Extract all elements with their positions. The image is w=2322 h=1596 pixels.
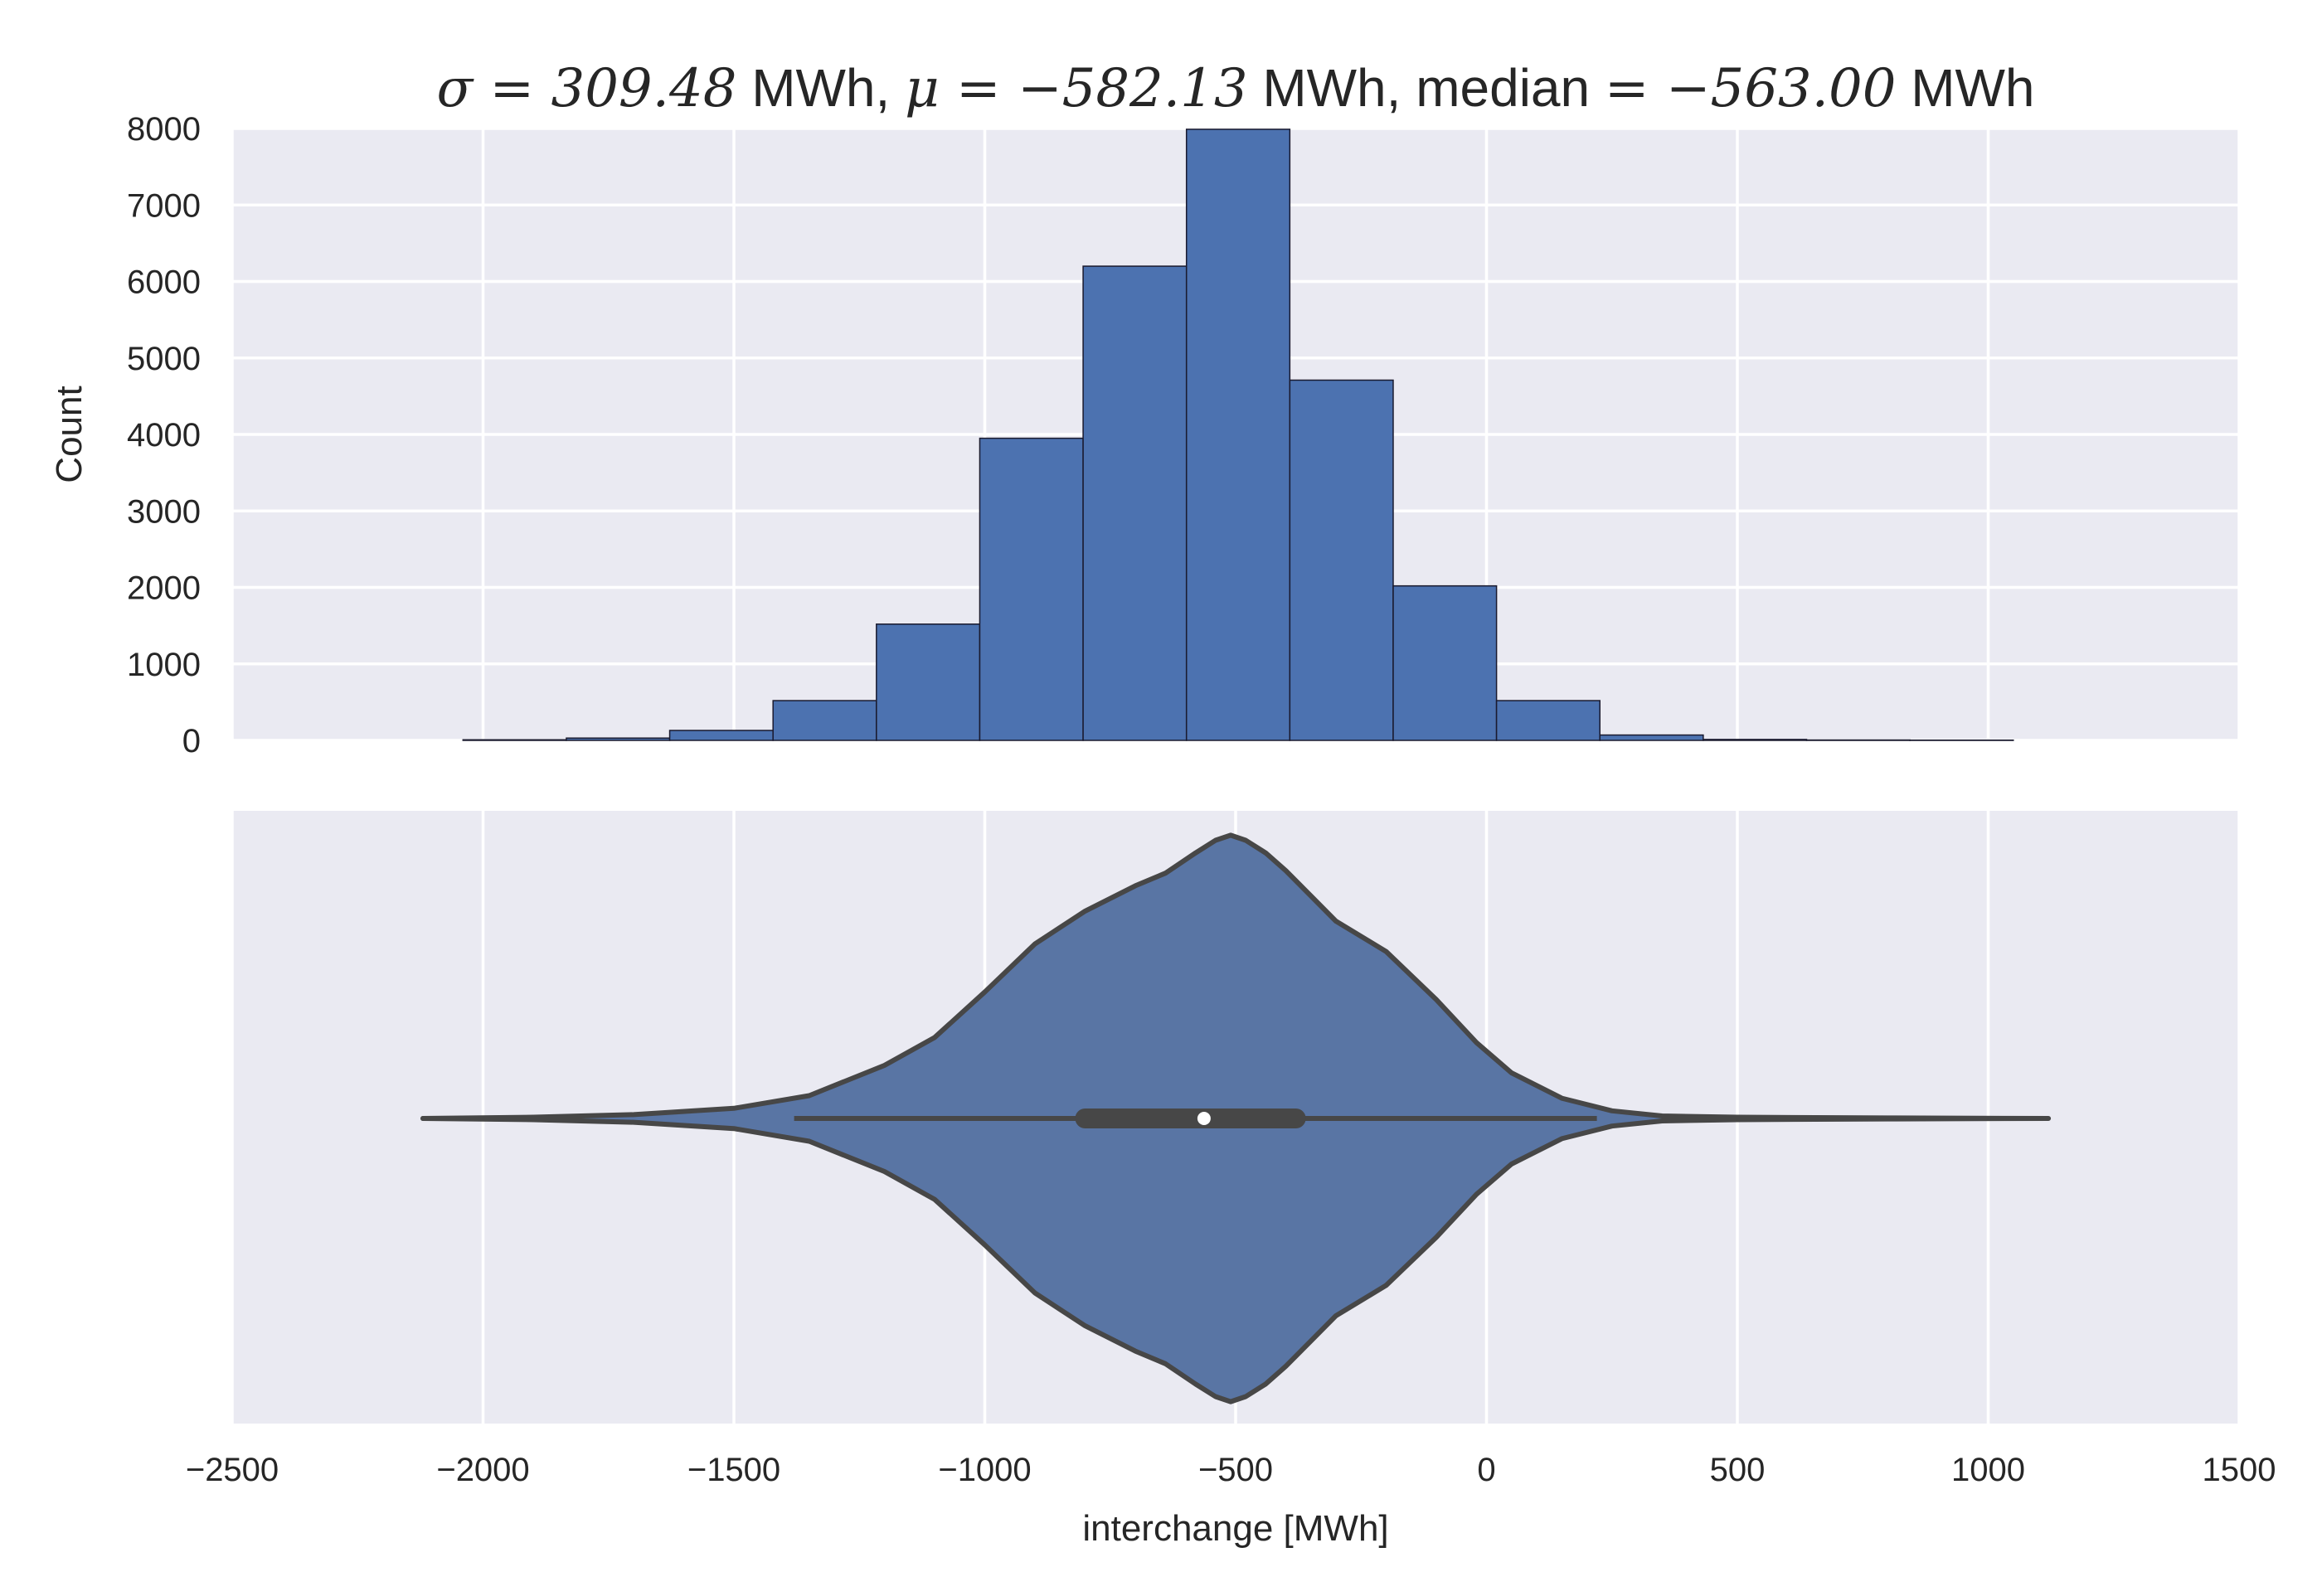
y-tick-label: 2000: [127, 570, 201, 607]
y-tick-label: 5000: [127, 341, 201, 377]
chart-title: σ = 309.48 MWh, μ = −582.13 MWh, median …: [436, 58, 2034, 119]
histogram-bar: [772, 700, 877, 741]
title-part: MWh,: [736, 58, 905, 118]
violin-x-tick-labels: −2500 −2000 −1500 −1000 −500 0 500 1000 1500: [186, 1452, 2276, 1488]
histogram-bar: [1082, 265, 1188, 741]
title-part: = −563.00: [1605, 58, 1897, 119]
title-part: σ = 309.48: [436, 58, 736, 119]
x-tick-label: 500: [1710, 1452, 1766, 1488]
title-part: μ = −582.13: [905, 58, 1247, 119]
histogram-panel: 0 1000 2000 3000 4000 5000 6000 7000 8000 Count: [49, 111, 2241, 759]
x-tick-label: −500: [1198, 1452, 1273, 1488]
y-tick-label: 4000: [127, 417, 201, 454]
histogram-bar: [1599, 734, 1704, 741]
x-tick-label: −1500: [687, 1452, 780, 1488]
histogram-bar: [1392, 585, 1498, 741]
histogram-bar: [668, 730, 774, 741]
x-tick-label: 1000: [1951, 1452, 2025, 1488]
x-tick-label: 1500: [2203, 1452, 2276, 1488]
x-tick-label: −2500: [186, 1452, 279, 1488]
violin-panel: −2500 −2000 −1500 −1000 −500 0 500 1000 1500 int…: [186, 811, 2276, 1549]
y-tick-label: 6000: [127, 264, 201, 301]
histogram-bar: [1289, 379, 1394, 741]
histogram-bar: [566, 737, 671, 741]
violin-shape: [420, 832, 2052, 1404]
y-tick-label: 7000: [127, 187, 201, 224]
histogram-y-tick-labels: 0 1000 2000 3000 4000 5000 6000 7000 8000: [127, 111, 201, 759]
histogram-bar: [1495, 700, 1601, 741]
y-tick-label: 3000: [127, 493, 201, 530]
x-tick-label: −1000: [938, 1452, 1031, 1488]
y-tick-label: 1000: [127, 647, 201, 683]
violin-median-marker: [1197, 1112, 1211, 1125]
histogram-bar: [979, 437, 1084, 741]
histogram-y-axis-label: Count: [49, 386, 90, 483]
histogram-bars: [462, 129, 2014, 741]
title-part: MWh, median: [1248, 58, 1605, 118]
y-tick-label: 8000: [127, 111, 201, 148]
x-tick-label: 0: [1477, 1452, 1495, 1488]
title-part: MWh: [1896, 58, 2034, 118]
x-tick-label: −2000: [436, 1452, 529, 1488]
y-tick-label: 0: [182, 723, 201, 759]
histogram-bar: [876, 623, 981, 741]
violin-x-axis-label: interchange [MWh]: [1082, 1508, 1388, 1549]
histogram-bar: [1185, 129, 1291, 741]
